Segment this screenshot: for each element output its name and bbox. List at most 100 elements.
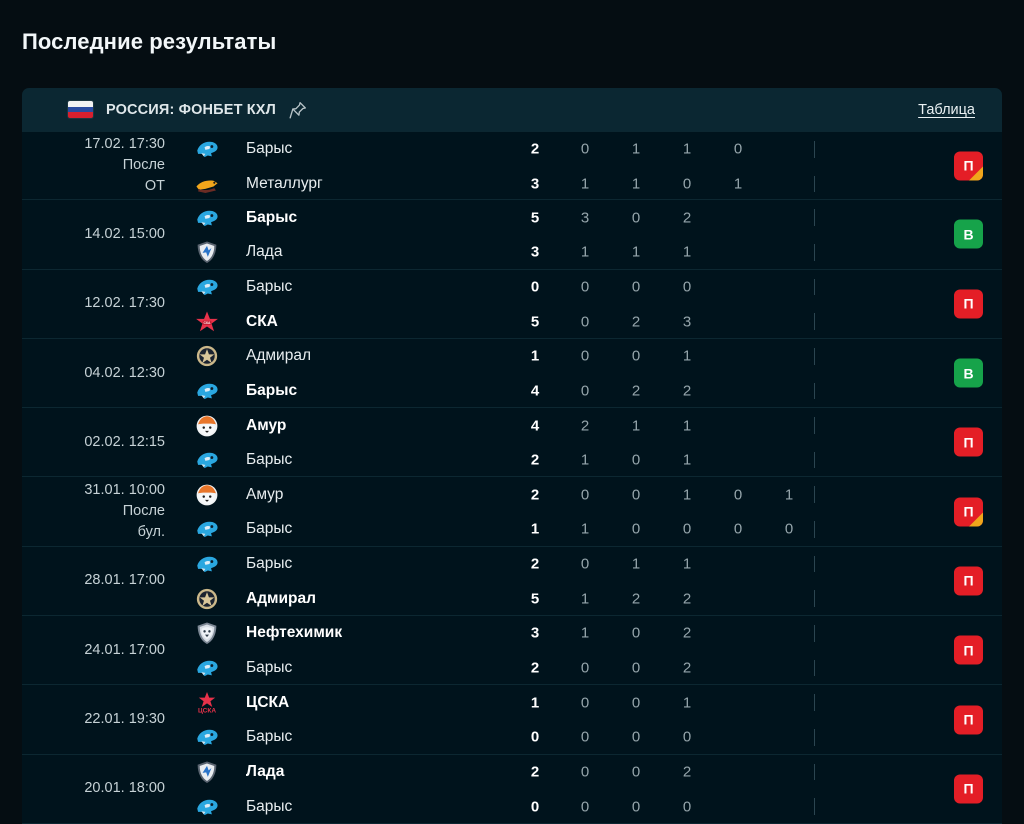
home-team-line[interactable]: Нефтехимик 3 1 0 2: [22, 616, 1002, 651]
team-name: Нефтехимик: [246, 624, 343, 642]
match-date: 17.02. 17:30: [84, 136, 165, 153]
result-label: В: [963, 226, 974, 243]
team-name: Адмирал: [246, 347, 311, 365]
team-name: Барыс: [246, 728, 293, 746]
match-date: 22.01. 19:30: [84, 711, 165, 728]
period-score-1: 0: [580, 278, 590, 296]
away-team-line[interactable]: Металлург 3 1 1 0 1: [22, 167, 1002, 202]
period-score-2: 1: [631, 555, 641, 573]
period-score-2: 2: [631, 590, 641, 608]
match-date: 24.01. 17:00: [84, 641, 165, 658]
match-datetime: 04.02. 12:30: [22, 339, 169, 407]
result-label: П: [963, 780, 974, 797]
home-team-line[interactable]: Барыс 0 0 0 0: [22, 270, 1002, 305]
away-team-line[interactable]: Барыс 1 1 0 0 0 0: [22, 512, 1002, 547]
total-score: 3: [530, 175, 540, 193]
barys-logo: [197, 556, 218, 573]
period-score-1: 1: [580, 451, 590, 469]
match-row[interactable]: 14.02. 15:00 Барыс 5 3 0 2 Лада 3 1 1 1 В: [22, 200, 1002, 270]
teams-block: Барыс 5 3 0 2 Лада 3 1 1 1: [22, 200, 1002, 268]
home-team-line[interactable]: Адмирал 1 0 0 1: [22, 339, 1002, 374]
period-score-3: 1: [682, 417, 692, 434]
period-score-3: 1: [682, 694, 692, 712]
teams-block: Адмирал 1 0 0 1 Барыс 4 0 2 2: [22, 339, 1002, 407]
match-row[interactable]: 22.01. 19:30 ЦСКА ЦСКА 1 0 0 1 Барыс 0 0 0 0 П: [22, 685, 1002, 755]
period-score-2: 2: [631, 313, 641, 331]
amur-logo: [196, 484, 218, 506]
match-note: После: [122, 503, 165, 520]
home-team-line[interactable]: Амур 2 0 0 1 0 1: [22, 477, 1002, 512]
away-team-line[interactable]: Барыс 2 1 0 1: [22, 443, 1002, 478]
period-score-3: 2: [682, 659, 692, 677]
barys-logo: [197, 522, 218, 538]
pin-icon[interactable]: [288, 100, 308, 120]
home-team-line[interactable]: Лада 2 0 0 2: [22, 755, 1002, 790]
home-team-line[interactable]: ЦСКА ЦСКА 1 0 0 1: [22, 685, 1002, 720]
home-team-line[interactable]: Барыс 5 3 0 2: [22, 200, 1002, 235]
home-team-line[interactable]: Амур 4 2 1 1: [22, 408, 1002, 443]
period-score-2: 0: [631, 451, 641, 469]
period-score-2: 0: [631, 209, 641, 227]
result-badge: П: [954, 289, 983, 319]
standings-link[interactable]: Таблица: [918, 101, 975, 118]
period-score-2: 0: [631, 798, 641, 816]
team-name: Барыс: [246, 208, 298, 226]
match-row[interactable]: 17.02. 17:30 После ОТ Барыс 2 0 1 1 0 Металлург 3 1…: [22, 131, 1002, 202]
barys-logo: [197, 730, 218, 746]
match-row[interactable]: 04.02. 12:30 Адмирал 1 0 0 1 Барыс 4 0 2 2 В: [22, 338, 1002, 409]
match-datetime: 31.01. 10:00 После бул.: [22, 477, 169, 545]
result-label: П: [963, 434, 974, 451]
column-divider: [814, 141, 815, 158]
team-name: Барыс: [246, 381, 298, 399]
column-divider: [814, 521, 815, 538]
match-datetime: 14.02. 15:00: [22, 200, 169, 268]
total-score: 5: [530, 590, 540, 608]
total-score: 0: [530, 728, 540, 746]
neftekhimik-logo: [197, 622, 217, 645]
away-team-line[interactable]: Барыс 4 0 2 2: [22, 374, 1002, 409]
result-label: П: [963, 295, 974, 312]
result-label: В: [963, 365, 974, 382]
away-team-line[interactable]: СКА СКА 5 0 2 3: [22, 304, 1002, 339]
away-team-line[interactable]: Барыс 0 0 0 0: [22, 789, 1002, 824]
match-row[interactable]: 20.01. 18:00 Лада 2 0 0 2 Барыс 0 0 0 0 П: [22, 754, 1002, 824]
match-row[interactable]: 12.02. 17:30 Барыс 0 0 0 0 СКА СКА 5 0 2 3 П: [22, 269, 1002, 339]
match-list: 17.02. 17:30 После ОТ Барыс 2 0 1 1 0 Металлург 3 1…: [22, 131, 1002, 824]
lada-logo: [197, 761, 217, 783]
period-score-1: 0: [580, 382, 590, 400]
away-team-line[interactable]: Барыс 0 0 0 0: [22, 720, 1002, 755]
team-name: Металлург: [246, 174, 323, 192]
total-score: 5: [530, 313, 540, 331]
result-badge: П: [954, 497, 983, 527]
match-datetime: 17.02. 17:30 После ОТ: [22, 132, 169, 199]
teams-block: ЦСКА ЦСКА 1 0 0 1 Барыс 0 0 0 0: [22, 685, 1002, 753]
away-team-line[interactable]: Адмирал 5 1 2 2: [22, 581, 1002, 616]
total-score: 1: [530, 694, 540, 712]
match-date: 28.01. 17:00: [84, 572, 165, 589]
page-title: Последние результаты: [22, 29, 277, 54]
period-score-3: 1: [682, 140, 692, 158]
result-badge: П: [954, 427, 983, 457]
team-name: Барыс: [246, 140, 293, 158]
column-divider: [814, 243, 815, 261]
match-datetime: 28.01. 17:00: [22, 547, 169, 615]
away-team-line[interactable]: Барыс 2 0 0 2: [22, 651, 1002, 686]
match-note: После: [122, 157, 165, 174]
period-score-1: 0: [580, 763, 590, 781]
period-score-3: 0: [682, 520, 692, 538]
away-team-line[interactable]: Лада 3 1 1 1: [22, 235, 1002, 270]
admiral-logo: [196, 346, 218, 367]
home-team-line[interactable]: Барыс 2 0 1 1: [22, 547, 1002, 582]
period-score-2: 0: [631, 728, 641, 746]
match-row[interactable]: 31.01. 10:00 После бул. Амур 2 0 0 1 0 1 Барыс 1 1 0 0…: [22, 477, 1002, 547]
match-row[interactable]: 24.01. 17:00 Нефтехимик 3 1 0 2 Барыс 2 0 0 2 П: [22, 616, 1002, 686]
period-score-3: 2: [682, 763, 692, 781]
match-date: 12.02. 17:30: [84, 295, 165, 312]
match-row[interactable]: 02.02. 12:15 Амур 4 2 1 1 Барыс 2 1 0 1 П: [22, 408, 1002, 478]
period-score-3: 1: [682, 555, 692, 573]
russia-flag-icon: [68, 101, 93, 118]
period-score-1: 0: [580, 694, 590, 712]
league-header[interactable]: РОССИЯ: ФОНБЕТ КХЛ Таблица: [22, 88, 1002, 131]
home-team-line[interactable]: Барыс 2 0 1 1 0: [22, 132, 1002, 167]
match-row[interactable]: 28.01. 17:00 Барыс 2 0 1 1 Адмирал 5 1 2 2 П: [22, 546, 1002, 617]
